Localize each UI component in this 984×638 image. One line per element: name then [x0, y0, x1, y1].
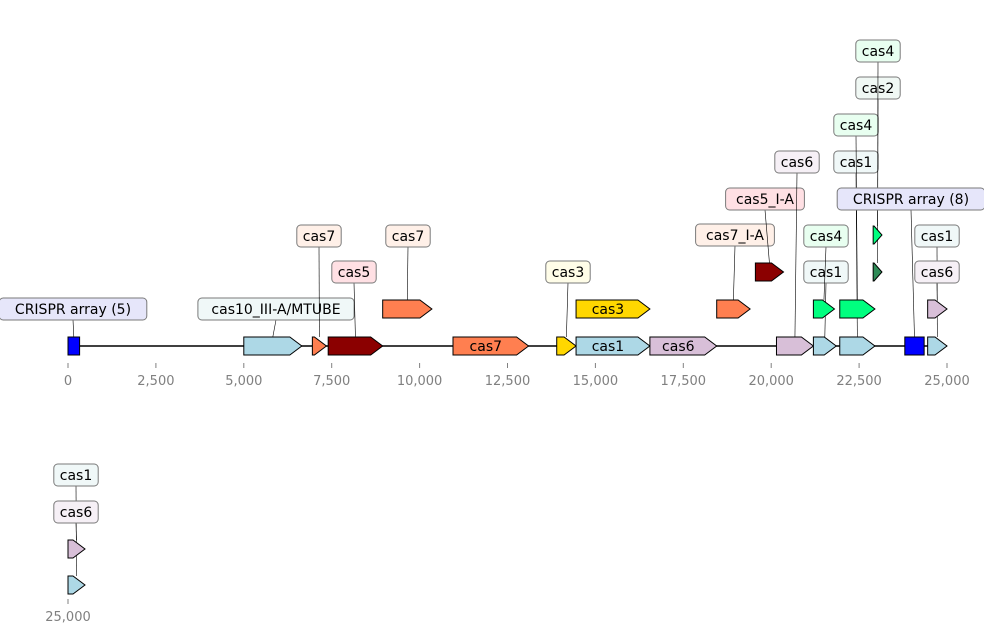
- feature-label-cas1b: cas1: [810, 265, 842, 281]
- label-box-cas1e: [53, 463, 99, 487]
- feature-label-crispr5: CRISPR array (5): [15, 302, 131, 318]
- axis-tick-label: 12,500: [485, 374, 531, 389]
- feature-cas1d: [927, 336, 948, 356]
- feature-label-cas6d: cas6: [60, 505, 93, 521]
- feature-label-cas7c: cas7: [470, 339, 502, 355]
- feature-crispr5: [67, 336, 81, 356]
- feature-cas4c: [872, 225, 883, 245]
- axis-tick-label: 20,000: [748, 374, 794, 389]
- feature-label-cas7ia: cas7_I-A: [706, 228, 764, 244]
- label-box-cas4c: [855, 39, 901, 63]
- axis-tick-label: 5,000: [225, 374, 262, 389]
- leader-line-cas10: [272, 319, 277, 338]
- feature-cas7b: [382, 299, 433, 319]
- feature-cas4a: [812, 299, 836, 319]
- feature-cas3b: [575, 299, 651, 319]
- axis-tick-label: 10,000: [397, 374, 443, 389]
- feature-label-cas5: cas5: [338, 265, 370, 281]
- feature-crispr8: [904, 336, 925, 356]
- feature-cas5: [327, 336, 384, 356]
- feature-cas4b: [839, 299, 876, 319]
- feature-cas6c: [927, 299, 948, 319]
- label-box-cas5: [331, 260, 377, 284]
- leader-line-crispr5: [72, 319, 75, 338]
- feature-cas1b: [812, 336, 838, 356]
- leader-line-cas5ia: [764, 209, 770, 264]
- leader-line-cas7b: [406, 246, 409, 301]
- feature-label-cas7b: cas7: [392, 229, 424, 245]
- feature-label-cas1d: cas1: [921, 229, 953, 245]
- label-box-cas4a: [803, 224, 849, 248]
- label-box-cas6c: [914, 260, 960, 284]
- feature-cas5ia: [754, 262, 785, 282]
- feature-cas6a: [649, 336, 718, 356]
- feature-label-cas4c: cas4: [862, 44, 895, 60]
- feature-cas7c: [452, 336, 530, 356]
- leader-line-cas3a: [566, 282, 569, 338]
- label-box-crispr5: [0, 297, 148, 321]
- leader-line-cas7ia: [733, 245, 736, 301]
- label-box-cas7b: [385, 224, 431, 248]
- label-box-cas5ia: [725, 187, 805, 211]
- track-continuation: 25,000 cas1 cas6: [45, 463, 99, 625]
- feature-cas1c: [839, 336, 876, 356]
- feature-cas10: [243, 336, 303, 356]
- label-box-cas6b: [774, 150, 820, 174]
- feature-label-cas6b: cas6: [781, 155, 814, 171]
- feature-label-cas7a: cas7: [303, 229, 335, 245]
- label-box-cas7ia: [695, 223, 775, 247]
- feature-cas7a: [311, 336, 328, 356]
- label-box-cas1b: [803, 260, 849, 284]
- feature-label-cas4a: cas4: [810, 229, 843, 245]
- axis-tick-label: 17,500: [661, 374, 707, 389]
- feature-cas1a: [575, 336, 651, 356]
- leader-line-crispr8: [910, 209, 915, 338]
- leader-line-cas6d: [75, 522, 77, 541]
- axis-tick-label: 22,500: [836, 374, 882, 389]
- label-box-crispr8: [836, 187, 984, 211]
- feature-label-cas3b: cas3: [592, 302, 624, 318]
- feature-cas2: [872, 262, 883, 282]
- label-box-cas1d: [914, 224, 960, 248]
- axis-tick-label: 2,500: [137, 374, 174, 389]
- feature-label-cas10: cas10_III-A/MTUBE: [211, 302, 340, 318]
- feature-label-cas4b: cas4: [840, 118, 873, 134]
- label-box-cas7a: [296, 224, 342, 248]
- leader-line-cas5: [353, 282, 356, 338]
- feature-label-cas1e: cas1: [60, 468, 92, 484]
- feature-cas6b: [775, 336, 815, 356]
- feature-label-cas1a: cas1: [592, 339, 624, 355]
- track-main: 0 2,500 5,000 7,500 10,000 12,500 15,000 17,500…: [0, 39, 984, 389]
- axis-tick-label: 25,000: [924, 374, 970, 389]
- leader-line-cas6b: [794, 172, 798, 338]
- feature-cas1e: [67, 575, 86, 595]
- axis-tick-label: 25,000: [45, 610, 91, 625]
- label-box-cas10: [197, 297, 355, 321]
- feature-label-cas3a: cas3: [552, 265, 584, 281]
- axis-tick-label: 7,500: [313, 374, 350, 389]
- axis-tick-label: 15,000: [573, 374, 619, 389]
- feature-label-cas6a: cas6: [662, 339, 695, 355]
- label-box-cas6d: [53, 500, 99, 524]
- leader-line-cas4b: [855, 135, 858, 301]
- feature-label-cas6c: cas6: [921, 265, 954, 281]
- leader-line-cas4a: [823, 246, 827, 301]
- axis-tick-label: 0: [64, 374, 72, 389]
- feature-cas6d: [67, 539, 86, 559]
- label-box-cas3a: [545, 260, 591, 284]
- feature-cas7ia: [716, 299, 751, 319]
- feature-label-crispr8: CRISPR array (8): [853, 192, 969, 208]
- feature-cas3a: [556, 336, 577, 356]
- feature-label-cas5ia: cas5_I-A: [736, 192, 794, 208]
